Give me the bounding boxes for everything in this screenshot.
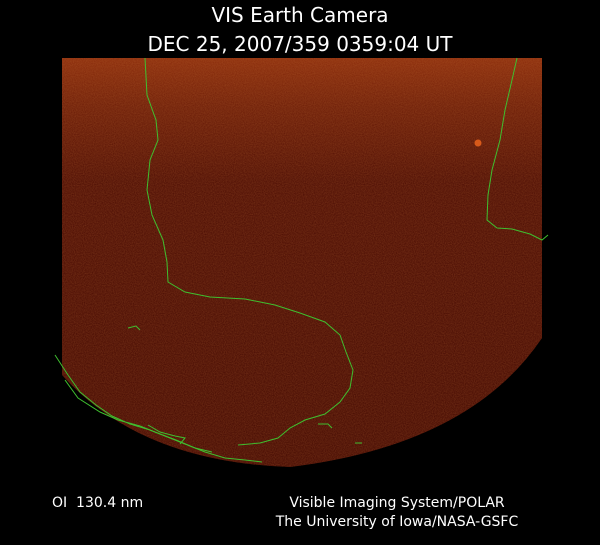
coastline [147, 424, 186, 445]
coastline [144, 57, 354, 446]
bright-spot [474, 139, 482, 147]
coastline [127, 325, 141, 331]
timestamp: DEC 25, 2007/359 0359:04 UT [148, 32, 454, 56]
wavelength: OI 130.4 nm [52, 495, 143, 511]
earth-image [54, 57, 549, 467]
coastline [318, 423, 333, 429]
credit: Visible Imaging System/POLAR [289, 495, 505, 511]
coastline [486, 57, 549, 241]
title: VIS Earth Camera [211, 3, 388, 27]
image-grain [62, 58, 542, 467]
credit: The University of Iowa/NASA-GSFC [275, 514, 519, 530]
coastline [64, 379, 213, 453]
